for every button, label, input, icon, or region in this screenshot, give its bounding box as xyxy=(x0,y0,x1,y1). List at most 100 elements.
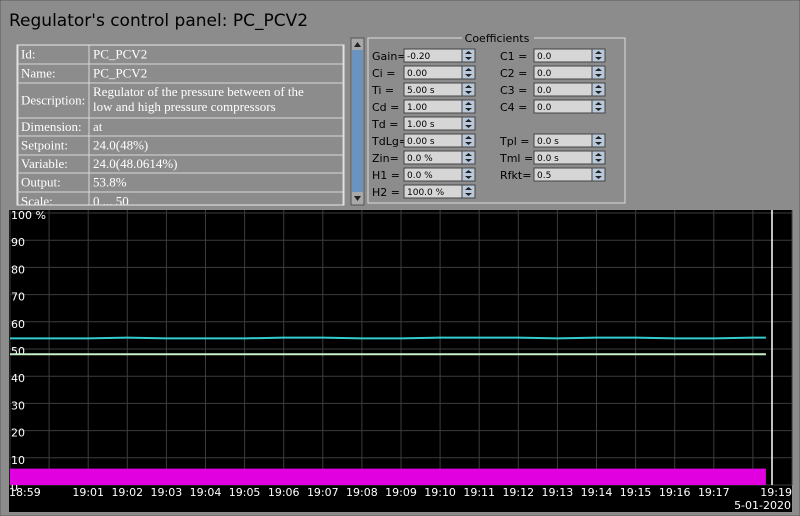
label: Output: xyxy=(21,175,61,190)
y-tick-label: 70 xyxy=(11,291,25,304)
scrollbar[interactable] xyxy=(350,37,365,206)
spin[interactable] xyxy=(461,65,476,80)
spin-up[interactable] xyxy=(595,51,602,54)
scroll-up[interactable] xyxy=(354,42,361,47)
coef-value[interactable]: 0.0 xyxy=(537,52,552,62)
coef-value[interactable]: 1.00 xyxy=(407,103,427,113)
coefficients: Gain= -0.20 Ci = 0.00 Ti = 5.00 s Cd = 1.00 Td =… xyxy=(371,48,606,199)
spin-down[interactable] xyxy=(595,176,602,179)
label: Id: xyxy=(21,47,35,62)
table-border xyxy=(16,44,345,206)
coef-label: Ci = xyxy=(372,67,395,80)
spin-down[interactable] xyxy=(595,108,602,111)
spin[interactable] xyxy=(591,82,606,97)
coef-label: Zin= xyxy=(372,152,399,165)
spin[interactable] xyxy=(591,48,606,63)
spin-down[interactable] xyxy=(465,57,472,60)
spin-down[interactable] xyxy=(465,159,472,162)
scroll-down[interactable] xyxy=(354,196,361,201)
value: 24.0(48%) xyxy=(93,138,148,153)
spin[interactable] xyxy=(461,167,476,182)
x-tick-label: 19:09 xyxy=(385,486,417,499)
coef-value[interactable]: 0.0 % xyxy=(407,171,433,181)
spin[interactable] xyxy=(591,133,606,148)
spin-down[interactable] xyxy=(465,125,472,128)
spin-down[interactable] xyxy=(595,74,602,77)
coef-label: C3 = xyxy=(500,84,527,97)
value: Regulator of the pressure between of the xyxy=(93,84,304,99)
spin-up[interactable] xyxy=(465,153,472,156)
spin[interactable] xyxy=(461,48,476,63)
label: Description: xyxy=(21,93,85,108)
spin-down[interactable] xyxy=(465,108,472,111)
scroll-thumb[interactable] xyxy=(352,50,363,192)
spin[interactable] xyxy=(591,167,606,182)
spin-up[interactable] xyxy=(465,187,472,190)
spin-down[interactable] xyxy=(595,159,602,162)
spin[interactable] xyxy=(461,184,476,199)
spin-up[interactable] xyxy=(595,136,602,139)
coef-value[interactable]: 0.0 xyxy=(537,69,552,79)
value: PC_PCV2 xyxy=(93,66,147,81)
coef-value[interactable]: 0.0 s xyxy=(537,154,559,164)
spin[interactable] xyxy=(461,99,476,114)
spin-up[interactable] xyxy=(465,68,472,71)
coef-value[interactable]: 0.0 s xyxy=(537,137,559,147)
value: at xyxy=(93,119,103,134)
coef-value[interactable]: 0.00 xyxy=(407,69,427,79)
coef-value[interactable]: 0.00 s xyxy=(407,137,435,147)
spin-down[interactable] xyxy=(595,57,602,60)
coef-value[interactable]: 0.0 xyxy=(537,86,552,96)
coef-value[interactable]: 0.5 xyxy=(537,171,551,181)
x-tick-label: 19:03 xyxy=(151,486,183,499)
spin[interactable] xyxy=(591,99,606,114)
spin[interactable] xyxy=(591,150,606,165)
coef-label: C4 = xyxy=(500,101,527,114)
spin-down[interactable] xyxy=(465,176,472,179)
label: Variable: xyxy=(21,156,68,171)
coef-value[interactable]: -0.20 xyxy=(407,52,431,62)
x-tick-label: 19:05 xyxy=(229,486,261,499)
x-tick-label: 19:14 xyxy=(581,486,613,499)
group-title: Coefficients xyxy=(465,32,530,45)
spin-down[interactable] xyxy=(465,142,472,145)
spin-up[interactable] xyxy=(465,119,472,122)
coef-value[interactable]: 5.00 s xyxy=(407,86,435,96)
coef-label: Cd = xyxy=(372,101,399,114)
spin-up[interactable] xyxy=(465,170,472,173)
spin[interactable] xyxy=(591,65,606,80)
x-tick-label: 19:17 xyxy=(698,486,730,499)
spin-down[interactable] xyxy=(595,91,602,94)
spin[interactable] xyxy=(461,150,476,165)
spin-up[interactable] xyxy=(595,68,602,71)
spin-down[interactable] xyxy=(465,91,472,94)
coef-label: H2 = xyxy=(372,186,400,199)
spin-up[interactable] xyxy=(465,136,472,139)
y-tick-label: 20 xyxy=(11,427,25,440)
y-tick-label: 10 xyxy=(11,454,25,467)
spin-up[interactable] xyxy=(595,85,602,88)
spin[interactable] xyxy=(461,82,476,97)
coef-value[interactable]: 1.00 s xyxy=(407,120,435,130)
spin-down[interactable] xyxy=(465,193,472,196)
coef-label: H1 = xyxy=(372,169,400,182)
spin-up[interactable] xyxy=(465,85,472,88)
coef-value[interactable]: 100.0 % xyxy=(407,188,445,198)
series-line xyxy=(10,336,766,340)
spin[interactable] xyxy=(461,133,476,148)
spin-up[interactable] xyxy=(465,51,472,54)
spin-down[interactable] xyxy=(595,142,602,145)
y-tick-label: 0 xyxy=(11,481,18,494)
x-tick-label: 18:59 xyxy=(9,486,41,499)
spin-up[interactable] xyxy=(595,102,602,105)
coef-value[interactable]: 0.0 % xyxy=(407,154,433,164)
spin[interactable] xyxy=(461,116,476,131)
spin-up[interactable] xyxy=(595,153,602,156)
spin-up[interactable] xyxy=(595,170,602,173)
coef-value[interactable]: 0.0 xyxy=(537,103,552,113)
label: Setpoint: xyxy=(21,138,68,153)
spin-down[interactable] xyxy=(465,74,472,77)
coef-label: C1 = xyxy=(500,50,527,63)
spin-up[interactable] xyxy=(465,102,472,105)
